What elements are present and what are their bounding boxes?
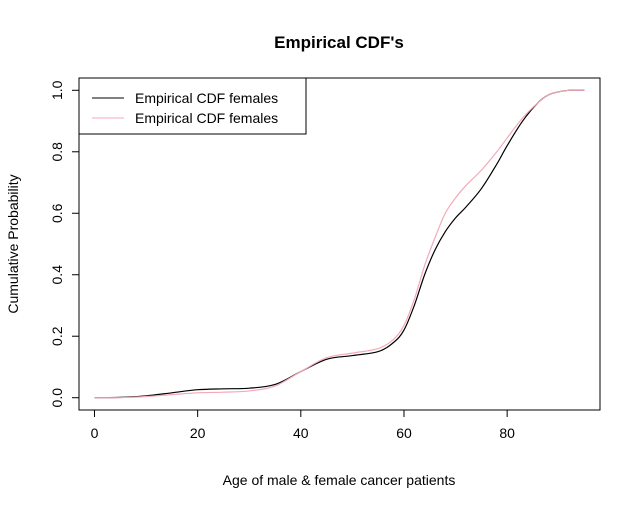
y-axis-label: Cumulative Probability (5, 174, 21, 313)
series-line-2 (94, 89, 585, 399)
legend-box (78, 77, 307, 135)
series-line-1 (94, 89, 585, 399)
y-tick-label-5: 1.0 (49, 80, 65, 100)
x-tick-label-80: 80 (499, 425, 515, 441)
y-tick-label-2: 0.4 (49, 265, 65, 285)
x-axis-label: Age of male & female cancer patients (223, 472, 456, 488)
y-tick-label-3: 0.6 (49, 203, 65, 223)
y-tick-label-4: 0.8 (49, 142, 65, 162)
y-tick-label-0: 0.0 (49, 388, 65, 408)
legend-label-series-1: Empirical CDF females (135, 90, 278, 106)
legend: Empirical CDF females Empirical CDF fema… (78, 77, 307, 135)
legend-label-series-2: Empirical CDF females (135, 110, 278, 126)
x-tick-label-0: 0 (91, 425, 99, 441)
chart-title: Empirical CDF's (274, 33, 404, 52)
y-tick-label-1: 0.2 (49, 326, 65, 346)
x-tick-label-20: 20 (190, 425, 206, 441)
x-axis: 0 20 40 60 80 (91, 409, 515, 441)
x-tick-label-40: 40 (293, 425, 309, 441)
series-layer (94, 89, 585, 399)
x-tick-label-60: 60 (396, 425, 412, 441)
y-axis: 0.0 0.2 0.4 0.6 0.8 1.0 (49, 80, 80, 408)
